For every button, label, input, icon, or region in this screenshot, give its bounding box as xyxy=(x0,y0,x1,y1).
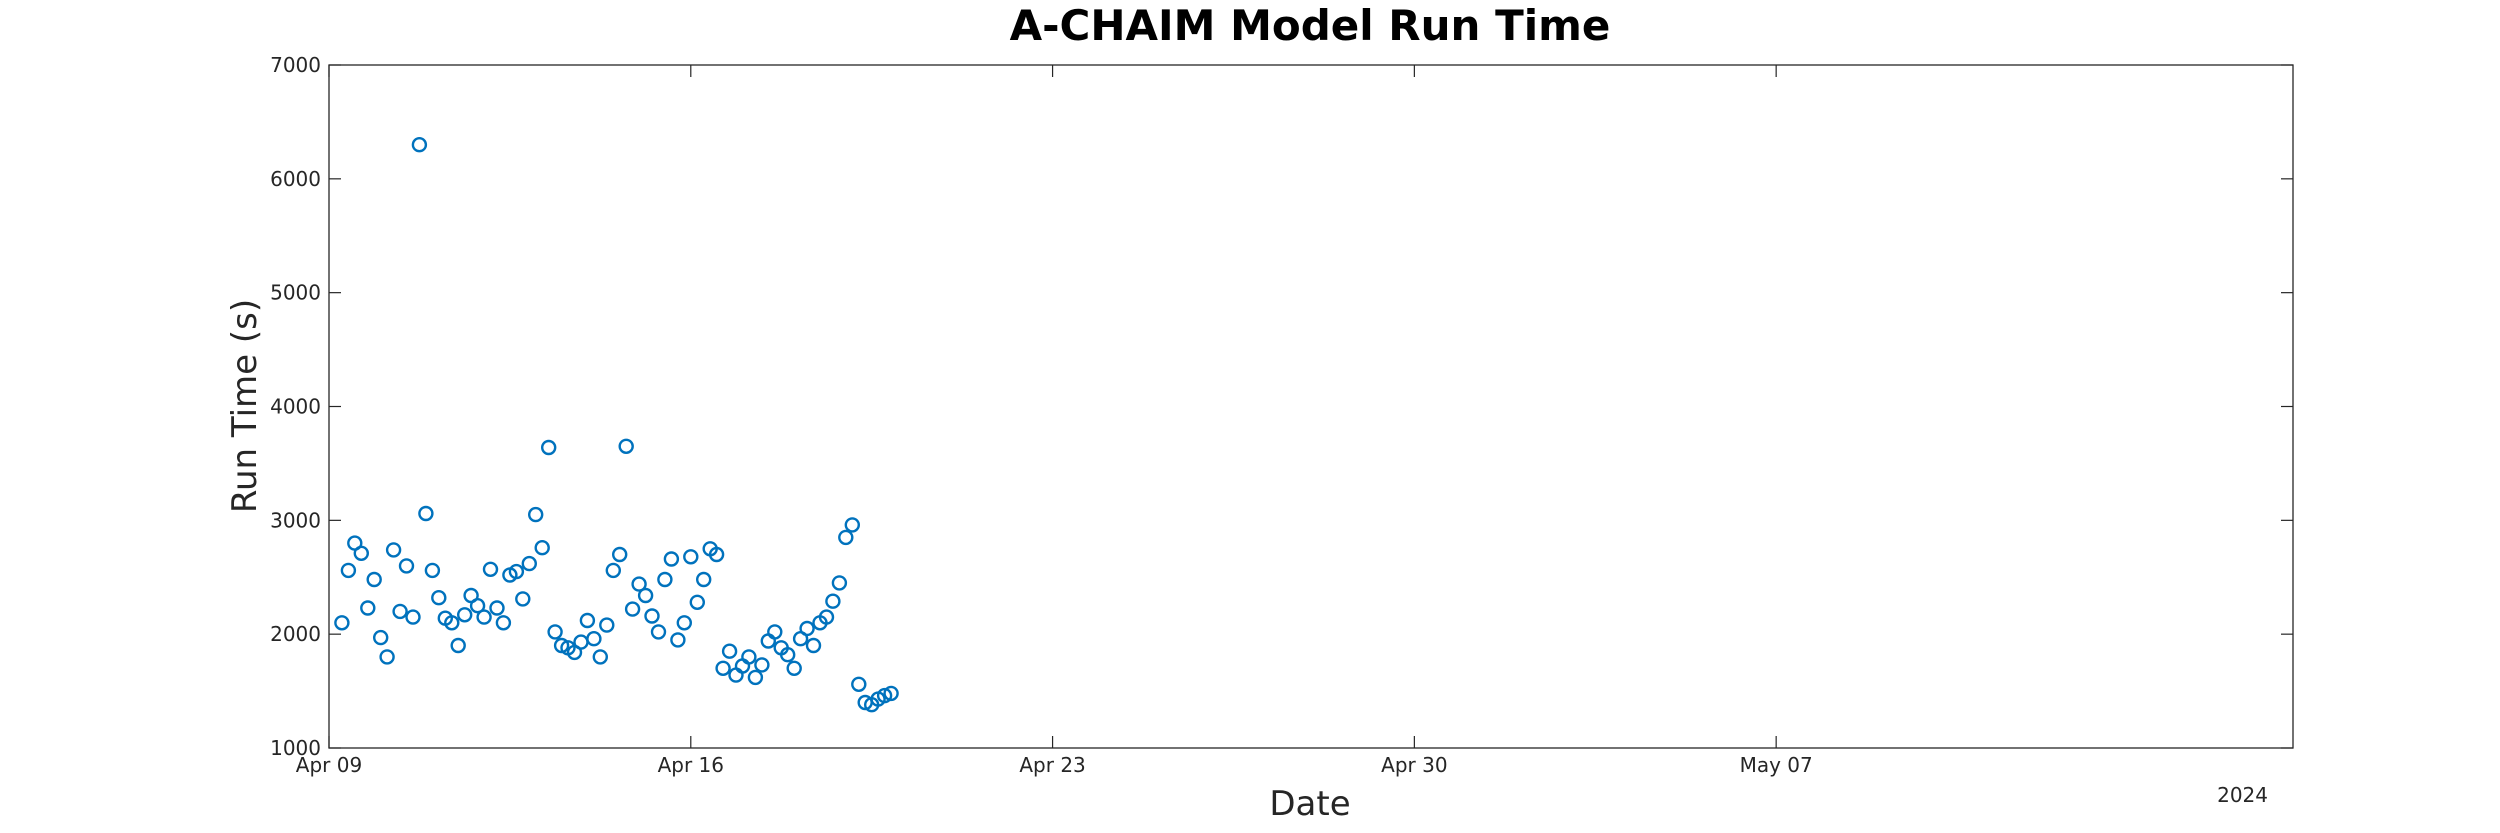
x-axis: Apr 09 Apr 16 Apr 23 Apr 30 May 07 xyxy=(296,65,1813,777)
data-point xyxy=(373,629,389,646)
data-point xyxy=(457,607,473,623)
data-point xyxy=(767,624,783,640)
data-point xyxy=(689,594,705,610)
year-label: 2024 xyxy=(2217,783,2268,807)
data-point xyxy=(515,591,531,607)
x-tick-label: Apr 09 xyxy=(296,753,362,777)
y-tick-label: 2000 xyxy=(270,622,321,646)
data-point xyxy=(385,542,402,558)
data-point xyxy=(676,615,692,631)
data-point xyxy=(495,615,512,631)
data-point xyxy=(696,571,712,588)
data-point xyxy=(340,562,357,579)
data-point xyxy=(747,669,764,686)
data-point xyxy=(353,545,369,561)
data-point xyxy=(883,685,899,702)
data-point xyxy=(876,687,893,704)
data-point xyxy=(825,593,841,609)
data-point xyxy=(786,660,802,676)
data-point xyxy=(663,551,680,567)
data-point xyxy=(360,600,376,616)
data-point xyxy=(799,620,815,637)
data-point xyxy=(618,438,634,454)
data-point xyxy=(405,609,421,625)
data-point xyxy=(379,649,395,665)
data-point xyxy=(482,561,499,577)
data-point xyxy=(631,576,647,592)
data-point xyxy=(521,555,537,572)
data-point xyxy=(398,558,415,574)
data-point xyxy=(334,615,350,631)
data-point xyxy=(715,660,731,676)
data-points xyxy=(334,136,899,713)
data-point xyxy=(469,598,486,614)
y-tick-label: 4000 xyxy=(270,395,321,419)
data-point xyxy=(534,540,550,556)
data-point xyxy=(489,600,505,616)
data-point xyxy=(541,439,557,456)
data-point xyxy=(851,676,867,692)
data-point xyxy=(708,546,725,563)
data-point xyxy=(418,505,434,522)
x-tick-label: May 07 xyxy=(1740,753,1813,777)
data-point xyxy=(844,517,860,533)
data-point xyxy=(754,657,770,673)
data-point xyxy=(424,562,441,579)
y-tick-label: 1000 xyxy=(270,736,321,760)
y-axis-label: Run Time (s) xyxy=(225,299,265,513)
chart-title: A-CHAIM Model Run Time xyxy=(1010,1,1611,50)
data-point xyxy=(599,617,615,633)
data-point xyxy=(721,643,738,659)
data-point xyxy=(818,609,835,625)
data-point xyxy=(605,562,621,579)
data-point xyxy=(411,136,428,153)
y-tick-label: 7000 xyxy=(270,53,321,77)
x-tick-label: Apr 16 xyxy=(658,753,724,777)
data-point xyxy=(579,612,596,629)
data-point xyxy=(592,649,608,665)
y-tick-label: 5000 xyxy=(270,281,321,305)
data-point xyxy=(547,624,563,640)
data-point xyxy=(444,615,460,631)
data-point xyxy=(650,624,667,640)
data-point xyxy=(612,546,628,563)
data-point xyxy=(637,587,654,604)
data-point xyxy=(831,575,848,591)
x-tick-label: Apr 30 xyxy=(1381,753,1447,777)
data-point xyxy=(780,647,796,663)
plot-area xyxy=(328,64,2294,749)
y-tick-label: 6000 xyxy=(270,167,321,191)
data-point xyxy=(431,590,447,606)
data-point xyxy=(683,549,699,565)
data-point xyxy=(366,571,382,588)
data-point xyxy=(644,608,660,624)
x-tick-label: Apr 23 xyxy=(1019,753,1085,777)
data-point xyxy=(392,603,408,620)
y-axis: 1000 2000 3000 4000 5000 6000 7000 xyxy=(270,53,2293,760)
data-point xyxy=(670,632,686,648)
data-point xyxy=(624,601,641,617)
x-axis-label: Date xyxy=(1269,784,1350,824)
data-point xyxy=(657,571,673,588)
data-point xyxy=(838,529,854,546)
data-point xyxy=(476,609,492,625)
data-point xyxy=(450,637,466,654)
y-tick-label: 3000 xyxy=(270,508,321,532)
data-point xyxy=(528,506,544,523)
data-point xyxy=(586,631,602,647)
data-point xyxy=(741,649,757,665)
data-point xyxy=(805,637,822,654)
data-point xyxy=(508,563,525,580)
